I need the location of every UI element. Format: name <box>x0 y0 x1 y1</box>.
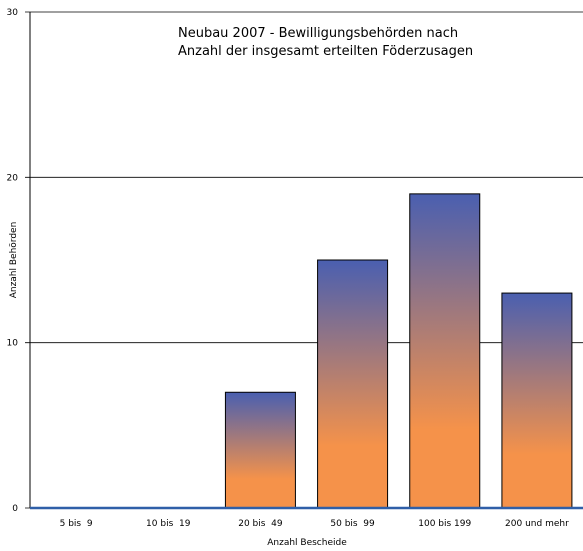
bar <box>501 292 573 509</box>
bar <box>409 193 481 509</box>
bar <box>317 259 389 509</box>
chart-title: Anzahl der insgesamt erteilten Föderzusa… <box>178 44 473 59</box>
x-axis-label: Anzahl Bescheide <box>267 538 347 548</box>
x-tick-label: 50 bis 99 <box>330 519 375 529</box>
y-tick-label: 10 <box>7 339 19 349</box>
x-tick-label: 5 bis 9 <box>60 519 93 529</box>
x-tick-label: 20 bis 49 <box>238 519 283 529</box>
x-tick-label: 100 bis 199 <box>418 519 471 529</box>
bar <box>224 391 296 509</box>
y-tick-label: 30 <box>7 8 19 18</box>
y-tick-label: 20 <box>7 173 19 183</box>
x-tick-label: 200 und mehr <box>505 519 569 529</box>
x-tick-label: 10 bis 19 <box>146 519 191 529</box>
chart-title: Neubau 2007 - Bewilligungsbehörden nach <box>178 26 458 41</box>
y-axis-label: Anzahl Behörden <box>9 222 19 299</box>
y-tick-label: 0 <box>12 504 18 514</box>
